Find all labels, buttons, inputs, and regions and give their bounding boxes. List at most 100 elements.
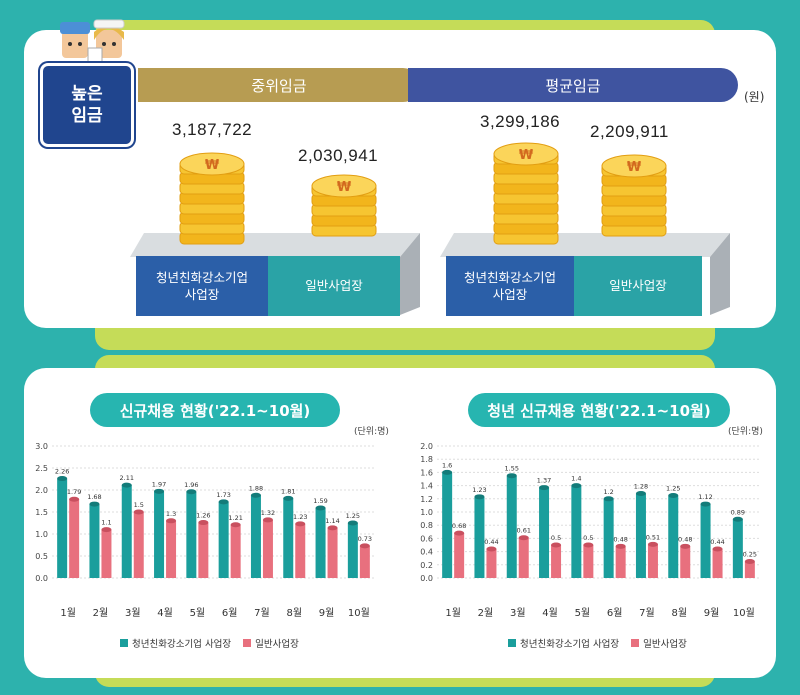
bar-general xyxy=(166,520,177,578)
data-label: 1.96 xyxy=(184,481,198,489)
data-label: 1.23 xyxy=(472,486,486,494)
y-tick-label: 1.8 xyxy=(420,455,433,464)
y-tick-label: 1.2 xyxy=(420,495,433,504)
bar-cap xyxy=(551,542,562,548)
bar-cap xyxy=(539,485,550,491)
bar-youth xyxy=(121,485,132,578)
legend-general-swatch xyxy=(243,639,252,647)
data-label: 1.5 xyxy=(134,501,144,509)
legend-youth-swatch xyxy=(120,639,128,647)
data-label: 1.73 xyxy=(216,491,230,499)
bar-general xyxy=(680,546,691,578)
bar-cap xyxy=(89,501,100,507)
bar-cap xyxy=(474,494,485,500)
y-tick-label: 0.8 xyxy=(420,521,433,530)
bar-general xyxy=(230,524,241,578)
bar-cap xyxy=(442,469,453,475)
data-label: 1.6 xyxy=(442,461,452,469)
median-youth-value: 3,187,722 xyxy=(172,120,253,139)
bar-cap xyxy=(315,505,326,511)
bar-youth xyxy=(186,491,197,578)
data-label: 1.12 xyxy=(698,493,712,501)
y-tick-label: 0.0 xyxy=(420,574,433,583)
y-tick-label: 1.4 xyxy=(420,482,433,491)
bar-general xyxy=(327,527,338,578)
median-wage-header: 중위임금 xyxy=(138,68,420,102)
bar-youth xyxy=(635,493,646,578)
data-label: 1.32 xyxy=(261,509,275,517)
bar-cap xyxy=(295,521,306,527)
data-label: 1.88 xyxy=(249,484,263,492)
high-wage-badge: 높은 임금 xyxy=(40,63,134,147)
x-tick-label: 10월 xyxy=(733,607,755,619)
data-label: 1.4 xyxy=(571,475,581,483)
x-tick-label: 8월 xyxy=(286,607,302,619)
average-youth-coins: ₩ xyxy=(493,142,559,245)
x-tick-label: 6월 xyxy=(607,607,623,619)
bar-cap xyxy=(603,496,614,502)
chart1-legend-youth: 청년친화강소기업 사업장 xyxy=(132,639,232,650)
bar-cap xyxy=(680,543,691,549)
data-label: 0.44 xyxy=(484,538,498,546)
median-wage-header-label: 중위임금 xyxy=(251,76,307,95)
bar-general xyxy=(133,512,144,578)
y-tick-label: 2.0 xyxy=(420,442,433,451)
bar-cap xyxy=(69,496,80,502)
y-tick-label: 1.5 xyxy=(35,508,48,517)
x-tick-label: 3월 xyxy=(125,607,141,619)
bar-youth xyxy=(732,519,743,578)
bar-cap xyxy=(154,488,165,494)
bar-youth xyxy=(668,495,679,578)
bar-general xyxy=(359,545,370,578)
bar-youth xyxy=(506,475,517,578)
chart2-unit: (단위:명) xyxy=(728,427,763,437)
data-label: 1.81 xyxy=(281,487,295,495)
x-tick-label: 6월 xyxy=(222,607,238,619)
bar-cap xyxy=(506,473,517,479)
median-general-coins: ₩ xyxy=(311,174,377,237)
bar-cap xyxy=(186,489,197,495)
x-tick-label: 8월 xyxy=(671,607,687,619)
median-general-label: 일반사업장 xyxy=(268,256,400,316)
bar-cap xyxy=(166,518,177,524)
x-tick-label: 1월 xyxy=(445,607,461,619)
data-label: 0.89 xyxy=(731,508,745,516)
data-label: 1.55 xyxy=(505,465,519,473)
chart1-legend: 청년친화강소기업 사업장 일반사업장 xyxy=(120,636,299,650)
bar-youth xyxy=(347,523,358,578)
x-tick-label: 10월 xyxy=(348,607,370,619)
bar-cap xyxy=(359,543,370,549)
y-tick-label: 1.0 xyxy=(420,508,433,517)
bar-cap xyxy=(712,546,723,552)
average-general-label: 일반사업장 xyxy=(574,256,702,316)
x-tick-label: 7월 xyxy=(639,607,655,619)
x-tick-label: 7월 xyxy=(254,607,270,619)
bar-general xyxy=(518,537,529,578)
bar-cap xyxy=(635,491,646,497)
bar-general xyxy=(615,546,626,578)
x-tick-label: 9월 xyxy=(319,607,335,619)
bar-youth xyxy=(442,472,453,578)
data-label: 1.23 xyxy=(293,513,307,521)
bar-cap xyxy=(700,501,711,507)
data-label: 1.28 xyxy=(634,483,648,491)
data-label: 0.61 xyxy=(517,527,531,535)
data-label: 0.25 xyxy=(743,551,757,559)
won-icon: ₩ xyxy=(337,180,352,195)
x-tick-label: 5월 xyxy=(190,607,206,619)
bar-youth xyxy=(283,498,294,578)
bar-cap xyxy=(571,483,582,489)
bar-cap xyxy=(262,517,273,523)
bar-general xyxy=(454,533,465,578)
average-youth-label: 청년친화강소기업 사업장 xyxy=(446,256,574,316)
bar-youth xyxy=(89,504,100,578)
average-general-coins: ₩ xyxy=(601,154,667,237)
data-label: 1.1 xyxy=(101,519,111,527)
bar-general xyxy=(198,522,209,578)
x-tick-label: 9월 xyxy=(704,607,720,619)
chart2-svg: 0.0 0.2 0.4 0.6 0.8 1.0 1.2 1.4 1.6 1.8 2.0 1.6 0.68… xyxy=(420,442,760,619)
average-youth-value: 3,299,186 xyxy=(480,112,561,131)
chart2-title: 청년 신규채용 현황('22.1~10월) xyxy=(468,393,730,427)
y-tick-label: 0.4 xyxy=(420,548,433,557)
data-label: 2.26 xyxy=(55,468,69,476)
